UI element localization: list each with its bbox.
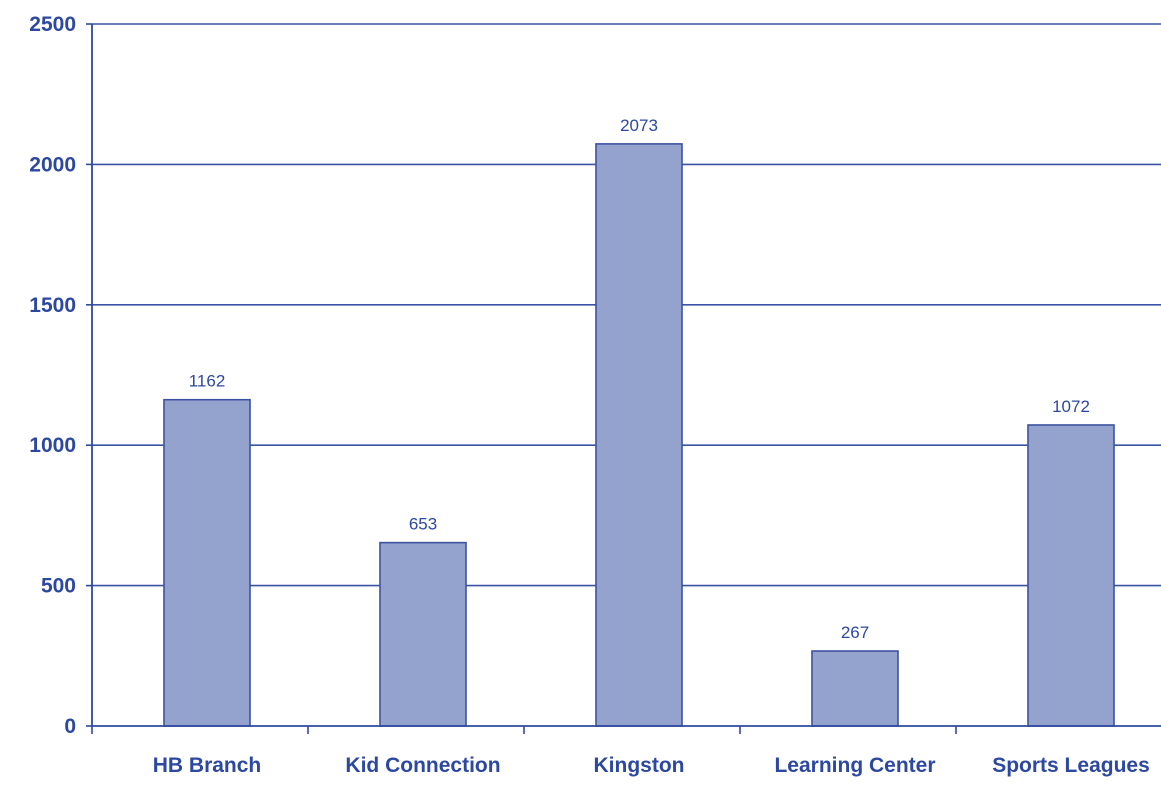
y-tick-label: 2500 (29, 13, 76, 36)
data-label: 267 (841, 623, 869, 642)
bar (379, 541, 467, 727)
y-tick-label: 2000 (29, 153, 76, 176)
bar (811, 650, 899, 727)
y-tick-label: 0 (64, 715, 76, 738)
y-tick-label: 500 (41, 575, 76, 598)
labels: 0 500 1000 1500 2000 2500 1162 HB Branch 653 Kid … (29, 13, 1149, 777)
axes (86, 23, 1161, 734)
data-label: 2073 (620, 116, 658, 135)
bar (163, 398, 251, 727)
bar (595, 143, 683, 727)
x-tick-label: HB Branch (153, 754, 262, 777)
x-tick-label: Kingston (594, 754, 685, 777)
data-label: 1072 (1052, 397, 1090, 416)
data-label: 653 (409, 515, 437, 534)
bar (1027, 424, 1115, 727)
x-tick-label: Learning Center (774, 754, 935, 777)
data-label: 1162 (189, 372, 226, 391)
x-tick-label: Sports Leagues (992, 754, 1150, 777)
bars (163, 143, 1115, 727)
x-tick-label: Kid Connection (345, 754, 500, 777)
y-tick-label: 1500 (29, 294, 76, 317)
y-tick-label: 1000 (29, 434, 76, 457)
